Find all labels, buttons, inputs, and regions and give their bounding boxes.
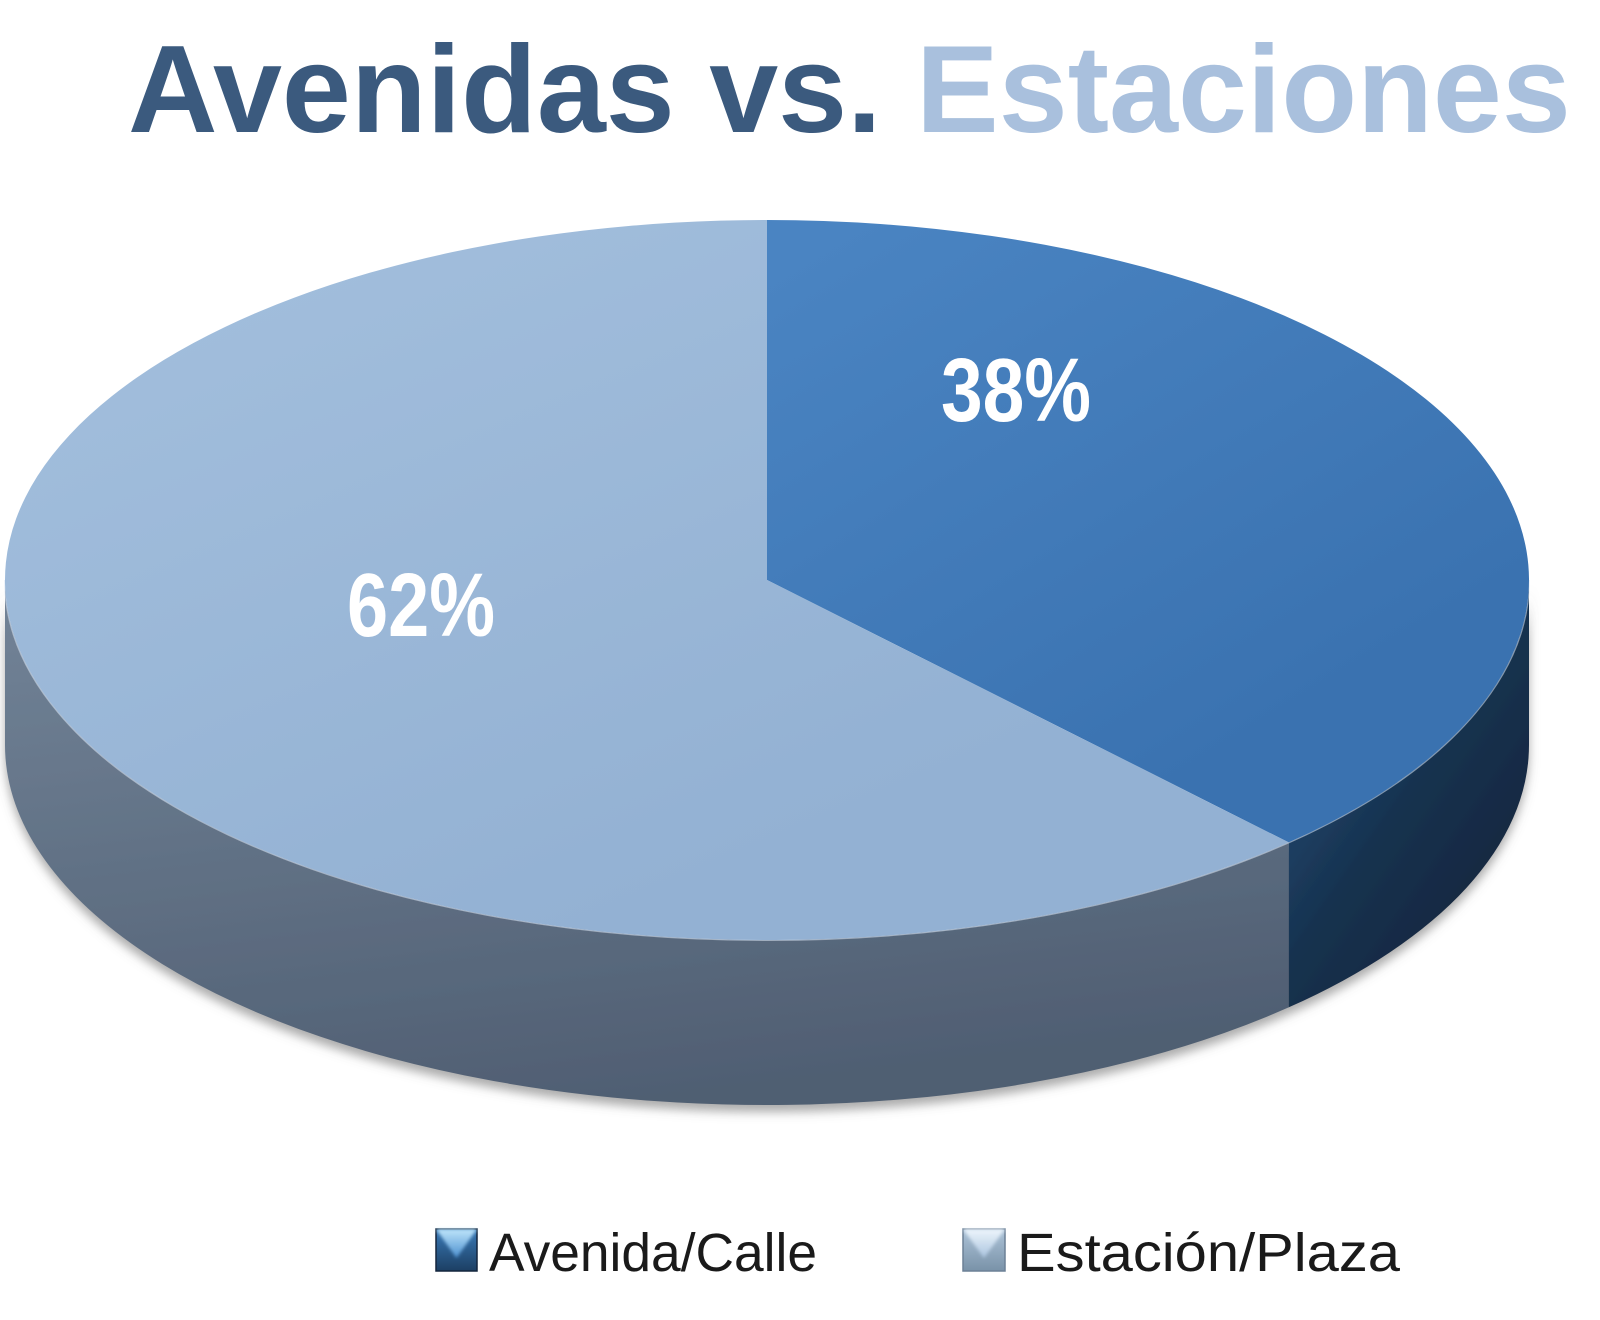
svg-text:62%: 62% [347, 556, 495, 656]
svg-text:Avenida/Calle: Avenida/Calle [489, 1223, 817, 1283]
svg-text:Estación/Plaza: Estación/Plaza [1017, 1223, 1401, 1283]
svg-text:38%: 38% [941, 341, 1091, 441]
